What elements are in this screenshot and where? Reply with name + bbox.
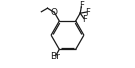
Text: Br: Br bbox=[50, 52, 60, 61]
Text: F: F bbox=[85, 8, 90, 17]
Text: F: F bbox=[82, 15, 87, 24]
Text: O: O bbox=[50, 8, 57, 17]
Text: F: F bbox=[79, 1, 84, 10]
